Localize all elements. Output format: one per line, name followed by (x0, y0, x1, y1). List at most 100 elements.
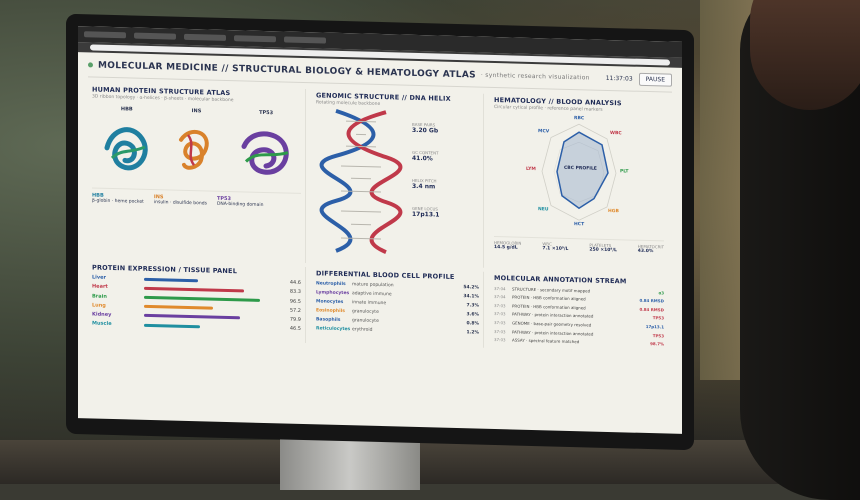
annotation-value: 0.84 RMSD (634, 298, 664, 304)
stat-value: 17p13.1 (412, 211, 439, 219)
tissue-name: Kidney (92, 311, 144, 318)
annotation-time: 37:03 (494, 311, 512, 316)
browser-tab[interactable] (234, 35, 276, 42)
radar-axis-label: PLT (620, 169, 629, 174)
cell-percent: 54.2% (461, 285, 479, 290)
annotation-value: TP53 (634, 332, 664, 338)
legend-desc: DNA-binding domain (217, 202, 264, 208)
cell-percent: 0.8% (461, 321, 479, 326)
protein-ins[interactable]: INS (166, 107, 226, 181)
expression-bar (144, 278, 198, 282)
annotation-value: 17p13.1 (634, 324, 664, 330)
stat-value: 43.0% (638, 249, 664, 255)
annotation-value: 98.7% (634, 341, 664, 347)
ribbon-structure-icon (166, 119, 226, 181)
cell-role: granulocyte (352, 318, 461, 326)
protein-structure-panel: HUMAN PROTEIN STRUCTURE ATLAS 3D ribbon … (88, 83, 306, 263)
header-controls: 11:37:03 PAUSE (606, 72, 672, 87)
annotation-text: GENOME · base-pair geometry resolved (512, 320, 634, 328)
expression-bar (144, 305, 213, 310)
screen: MOLECULAR MEDICINE // STRUCTURAL BIOLOGY… (78, 26, 682, 434)
tissue-name: Heart (92, 284, 144, 291)
annotation-time: 37:03 (494, 303, 512, 308)
page-title: MOLECULAR MEDICINE // STRUCTURAL BIOLOGY… (98, 60, 476, 80)
tissue-name: Brain (92, 293, 144, 300)
clock: 11:37:03 (606, 75, 633, 83)
dashboard: MOLECULAR MEDICINE // STRUCTURAL BIOLOGY… (78, 52, 682, 359)
expression-bar (144, 314, 240, 320)
radar-axis-label: MCV (538, 129, 549, 134)
annotation-text: ASSAY · spectral feature matched (512, 338, 634, 346)
annotation-time: 37:04 (494, 286, 512, 291)
radar-axis-label: HGB (608, 209, 619, 214)
expression-value: 57.2 (290, 307, 301, 313)
cell-role: erythroid (352, 327, 461, 335)
ribbon-structure-icon (236, 121, 296, 183)
expression-bar (144, 287, 244, 293)
cell-name: Lymphocytes (316, 290, 352, 296)
cbc-radar-chart (494, 110, 664, 234)
stat-value: 3.20 Gb (412, 127, 438, 135)
tissue-name: Liver (92, 275, 144, 282)
cell-role: adaptive immune (352, 291, 461, 299)
protein-hbb[interactable]: HBB (97, 106, 157, 180)
stat-value: 7.1 ×10⁹/L (542, 246, 568, 252)
cell-role: granulocyte (352, 309, 461, 317)
radar-axis-label: WBC (610, 131, 622, 136)
stat-value: 250 ×10⁹/L (589, 247, 616, 253)
cell-percent: 1.2% (461, 330, 479, 335)
browser-tab[interactable] (84, 31, 126, 38)
expression-value: 79.9 (290, 317, 301, 323)
radar-axis-label: RBC (574, 116, 584, 121)
cell-role: mature population (352, 282, 461, 290)
expression-bar (144, 323, 200, 327)
browser-tab[interactable] (284, 36, 326, 43)
cell-name: Basophils (316, 317, 352, 323)
annotation-text: PROTEIN · HBB conformation aligned (512, 295, 634, 303)
cell-percent: 7.3% (461, 303, 479, 308)
pause-button[interactable]: PAUSE (639, 73, 672, 87)
annotation-text: PATHWAY · protein interaction annotated (512, 329, 634, 337)
annotation-time: 37:03 (494, 320, 512, 325)
expression-value: 44.6 (290, 280, 301, 286)
browser-tab[interactable] (134, 33, 176, 40)
annotation-text: PROTEIN · HBB conformation aligned (512, 303, 634, 311)
annotation-value: TP53 (634, 315, 664, 321)
expression-value: 83.3 (290, 289, 301, 295)
cell-percent: 34.1% (461, 294, 479, 299)
desk-surface (0, 440, 860, 484)
expression-value: 46.5 (290, 326, 301, 332)
blood-cell-panel: DIFFERENTIAL BLOOD CELL PROFILE Neutroph… (312, 267, 484, 347)
protein-tp53[interactable]: TP53 (236, 109, 296, 183)
annotation-value: α3 (634, 289, 664, 295)
stat-value: 3.4 nm (412, 183, 437, 191)
panel-title: DIFFERENTIAL BLOOD CELL PROFILE (316, 269, 479, 281)
tissue-name: Lung (92, 302, 144, 309)
protein-name: HBB (121, 106, 133, 112)
monitor: MOLECULAR MEDICINE // STRUCTURAL BIOLOGY… (66, 14, 694, 450)
annotation-value: 0.84 RMSD (634, 306, 664, 312)
browser-tab[interactable] (184, 34, 226, 41)
cell-name: Eosinophils (316, 308, 352, 314)
